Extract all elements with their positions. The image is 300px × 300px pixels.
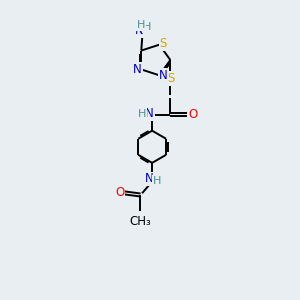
Text: N: N (159, 69, 167, 82)
Text: N: N (135, 24, 143, 37)
Text: S: S (168, 72, 175, 85)
Text: N: N (145, 107, 154, 120)
Text: H: H (143, 22, 151, 32)
Text: CH₃: CH₃ (130, 215, 151, 228)
Text: H: H (137, 20, 146, 30)
Text: O: O (188, 108, 197, 121)
Text: H: H (138, 109, 146, 119)
Text: S: S (159, 37, 167, 50)
Text: N: N (145, 172, 153, 185)
Text: O: O (116, 186, 124, 200)
Text: H: H (153, 176, 161, 186)
Text: N: N (133, 63, 142, 76)
